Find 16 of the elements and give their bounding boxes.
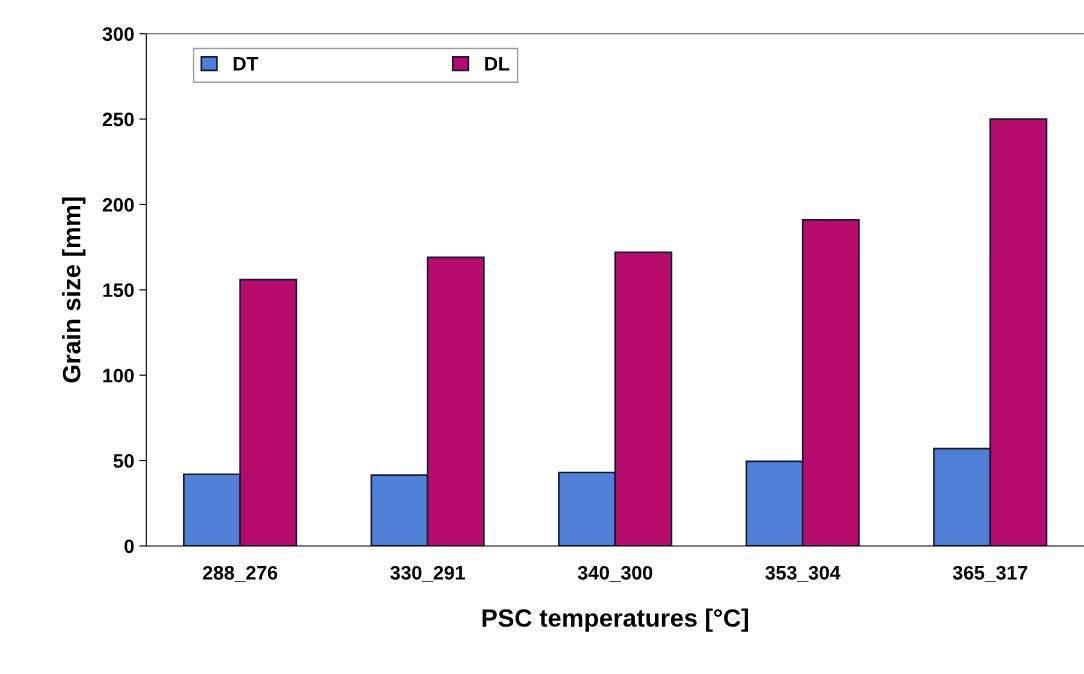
y-tick-label: 250	[102, 112, 134, 127]
x-tick-label: 288_276	[202, 565, 278, 582]
y-tick-label: 0	[124, 539, 134, 554]
y-tick-label: 300	[102, 27, 134, 41]
y-tick-label: 100	[103, 368, 134, 383]
x-tick-label: 330_291	[390, 565, 465, 582]
y-tick-label: 50	[113, 454, 134, 468]
x-tick-label: 365_317	[952, 565, 1028, 582]
x-axis-title: PSC temperatures [°C]	[482, 608, 748, 632]
y-tick-label: 200	[102, 197, 134, 212]
x-tick-label: 340_300	[577, 565, 653, 582]
x-tick-label: 353_304	[765, 565, 841, 582]
legend-label: DT	[233, 57, 259, 71]
y-axis-title: Grain size [mm]	[62, 197, 86, 383]
y-tick-label: 150	[103, 283, 134, 298]
legend-label: DL	[485, 57, 510, 71]
